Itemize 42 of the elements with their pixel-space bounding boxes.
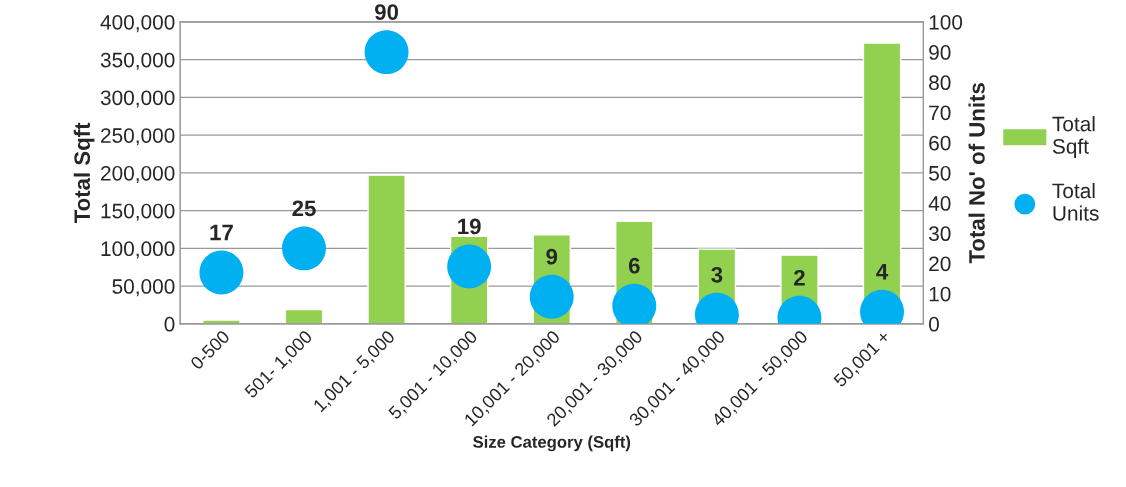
y-tick-label: 300,000 — [100, 90, 175, 108]
data-label: 2 — [794, 269, 805, 286]
data-label: 25 — [292, 200, 316, 217]
legend-label: Total Sqft — [1052, 116, 1095, 158]
y-tick-label: 0 — [164, 316, 175, 332]
y2-tick-label: 80 — [929, 75, 951, 91]
data-label: 90 — [375, 4, 399, 20]
data-label: 6 — [628, 257, 640, 274]
point — [282, 226, 326, 271]
y2-tick-label: 100 — [929, 14, 963, 30]
y2-tick-label: 10 — [929, 286, 951, 302]
y-axis-title: Total Sqft — [73, 122, 95, 224]
bar — [284, 308, 324, 324]
bar — [367, 174, 406, 324]
data-label: 3 — [711, 266, 723, 283]
data-label: 17 — [210, 224, 233, 241]
y-tick-label: 400,000 — [100, 14, 175, 33]
y2-tick-label: 0 — [928, 316, 939, 332]
y-tick-label: 50,000 — [112, 279, 175, 297]
bar — [202, 319, 241, 324]
point — [199, 250, 244, 295]
y2-tick-label: 70 — [929, 105, 951, 121]
point — [364, 30, 409, 75]
y-tick-label: 250,000 — [101, 128, 175, 146]
y2-tick-label: 50 — [929, 165, 951, 181]
y-tick-label: 150,000 — [101, 203, 175, 221]
y-tick-label: 100,000 — [101, 241, 175, 259]
y2-tick-label: 40 — [928, 196, 951, 211]
data-label: 9 — [546, 248, 558, 265]
y2-axis-title: Total No' of Units — [968, 83, 985, 264]
point — [529, 274, 574, 319]
y2-tick-label: 30 — [928, 226, 951, 242]
y-tick-label: 200,000 — [101, 165, 175, 184]
y2-tick-label: 90 — [929, 45, 951, 60]
point — [447, 244, 492, 289]
x-axis-title: Size Category (Sqft) — [473, 435, 631, 452]
y2-tick-label: 60 — [929, 135, 951, 151]
legend-label: Total Units — [1052, 182, 1099, 221]
y-tick-label: 350,000 — [100, 52, 175, 70]
y2-tick-label: 20 — [929, 256, 951, 272]
data-label: 4 — [876, 264, 889, 280]
data-label: 19 — [458, 218, 481, 235]
